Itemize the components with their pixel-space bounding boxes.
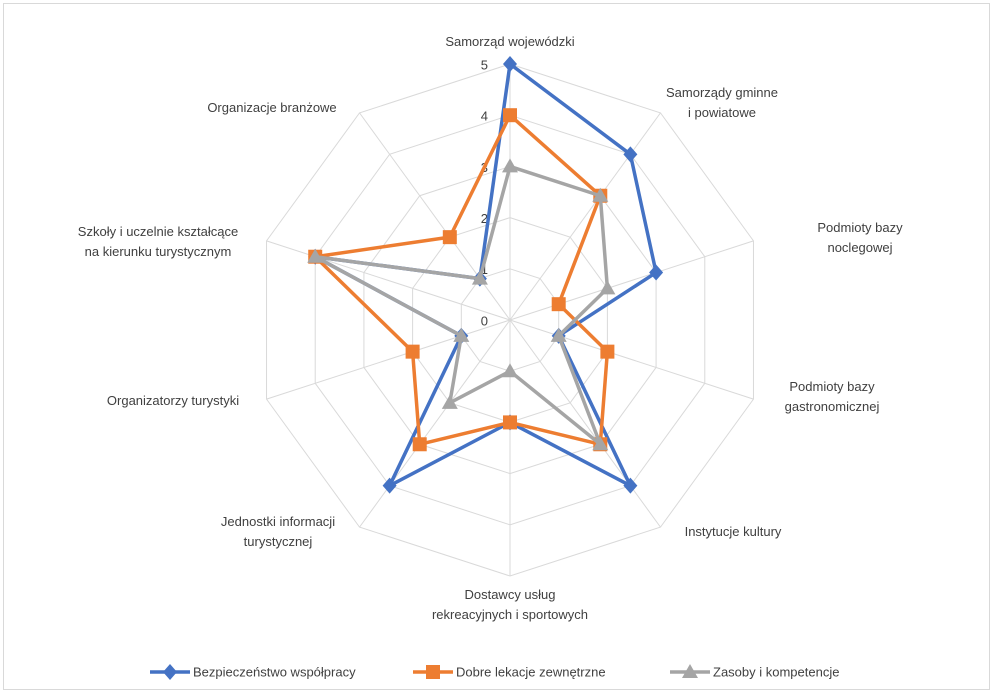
marker xyxy=(623,146,638,163)
category-label: Organizacje branżowe xyxy=(207,100,337,115)
spoke xyxy=(509,319,754,400)
marker xyxy=(623,477,638,494)
spoke xyxy=(509,240,754,321)
category-label: Dostawcy usług rekreacyjnych i sportowyc… xyxy=(431,587,589,622)
category-label: Jednostki informacji turystycznej xyxy=(220,514,336,549)
r-tick-label: 1 xyxy=(481,262,488,277)
marker xyxy=(600,344,615,359)
spoke xyxy=(266,319,511,400)
r-tick-label: 5 xyxy=(481,57,488,72)
marker xyxy=(592,436,609,451)
marker xyxy=(550,327,567,342)
r-tick-label: 4 xyxy=(481,109,488,124)
marker xyxy=(163,664,177,680)
marker xyxy=(307,248,324,263)
marker xyxy=(592,187,609,202)
legend-label: Dobre lekacje zewnętrzne xyxy=(456,664,606,679)
legend-label: Zasoby i kompetencje xyxy=(713,664,839,679)
marker xyxy=(503,415,517,430)
category-label: Samorząd wojewódzki xyxy=(445,34,575,49)
marker xyxy=(502,363,518,378)
category-label: Podmioty bazy noclegowej xyxy=(817,220,903,255)
category-label: Instytucje kultury xyxy=(684,524,782,539)
marker xyxy=(682,664,698,678)
spoke xyxy=(359,112,511,321)
marker xyxy=(441,394,458,409)
category-label: Organizatorzy turystyki xyxy=(106,393,240,408)
marker xyxy=(382,477,397,494)
frame xyxy=(3,3,990,690)
marker xyxy=(503,56,517,72)
category-label: Samorządy gminne i powiatowe xyxy=(666,85,778,120)
marker xyxy=(412,437,427,452)
marker xyxy=(551,297,566,312)
marker xyxy=(471,270,488,285)
marker xyxy=(453,327,470,342)
marker xyxy=(426,665,440,679)
r-tick-label: 0 xyxy=(481,313,488,328)
spoke xyxy=(266,240,511,321)
spoke xyxy=(509,112,661,321)
category-label: Podmioty bazy gastronomicznej xyxy=(784,379,880,414)
r-tick-label: 2 xyxy=(481,211,488,226)
spoke xyxy=(359,319,511,528)
marker xyxy=(503,108,517,123)
marker xyxy=(405,344,420,359)
marker xyxy=(502,158,518,173)
marker xyxy=(599,280,616,295)
legend-label: Bezpieczeństwo współpracy xyxy=(193,664,356,679)
spoke xyxy=(509,319,661,528)
category-label: Szkoły i uczelnie kształcące na kierunku… xyxy=(77,224,239,259)
marker xyxy=(649,264,664,281)
marker xyxy=(442,230,457,245)
